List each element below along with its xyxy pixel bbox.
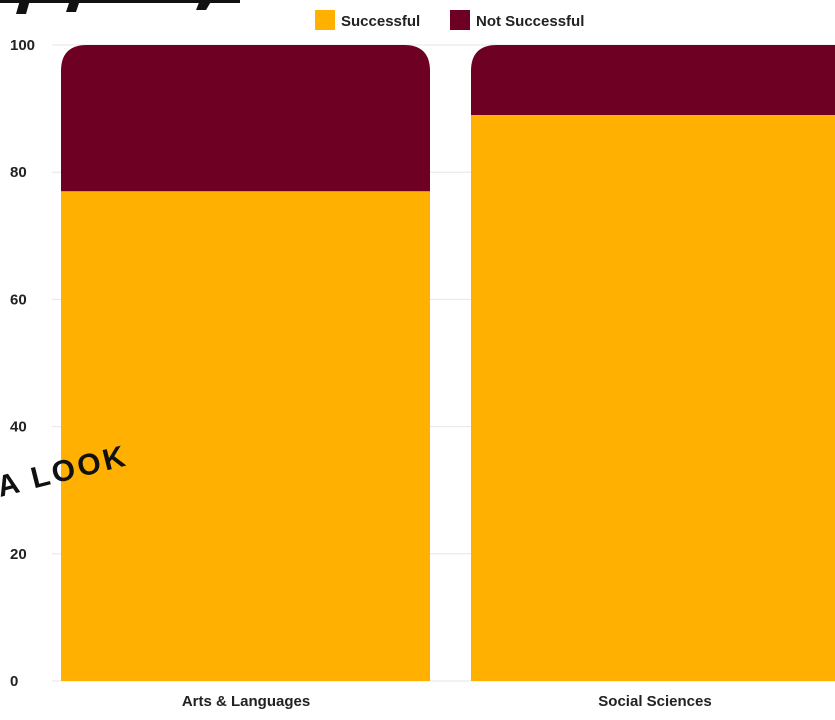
- x-axis-categories: Arts & Languages Social Sciences: [182, 693, 712, 710]
- title-underline-fragment: [0, 0, 240, 14]
- y-tick-label: 40: [10, 419, 27, 436]
- legend-swatch: [315, 10, 335, 30]
- legend-label: Not Successful: [476, 13, 584, 30]
- bar-segment-successful[interactable]: [471, 114, 835, 681]
- x-category-label: Arts & Languages: [182, 693, 310, 710]
- x-category-label: Social Sciences: [598, 693, 711, 710]
- y-tick-label: 100: [10, 37, 35, 54]
- legend-label: Successful: [341, 13, 420, 30]
- y-axis-ticks: 0 20 40 60 80 100: [10, 37, 35, 690]
- legend-item[interactable]: Successful: [315, 10, 420, 30]
- legend-item[interactable]: Not Successful: [450, 10, 584, 30]
- y-tick-label: 20: [10, 546, 27, 563]
- bar-segment-not-successful[interactable]: [471, 45, 835, 115]
- legend-swatch: [450, 10, 470, 30]
- y-tick-label: 80: [10, 164, 27, 181]
- bars: [61, 45, 835, 681]
- bar-segment-successful[interactable]: [61, 191, 430, 681]
- bar-segment-not-successful[interactable]: [61, 45, 430, 192]
- y-tick-label: 60: [10, 291, 27, 308]
- y-tick-label: 0: [10, 673, 18, 690]
- legend: Successful Not Successful: [315, 10, 584, 30]
